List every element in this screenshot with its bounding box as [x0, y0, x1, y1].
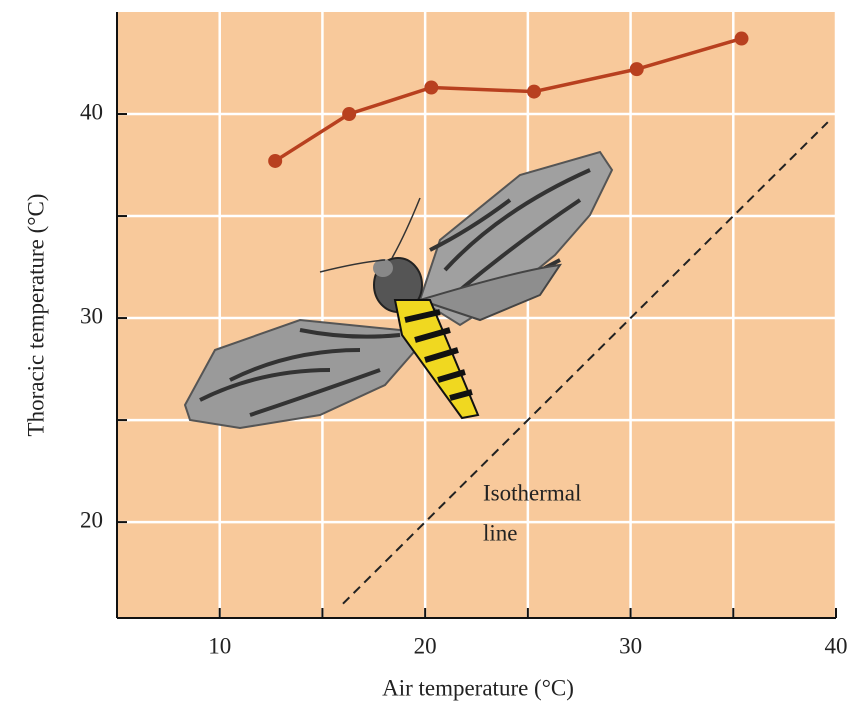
annotation: Isothermal — [483, 480, 581, 505]
annotation: line — [483, 520, 518, 545]
data-point — [734, 31, 749, 46]
data-point — [268, 153, 283, 168]
x-tick-label: 10 — [208, 633, 231, 658]
data-point — [342, 107, 357, 122]
y-tick-label: 30 — [80, 303, 103, 328]
data-point — [527, 84, 542, 99]
x-tick-label: 20 — [414, 633, 437, 658]
y-axis-title: Thoracic temperature (°C) — [23, 194, 48, 437]
moth-illustration — [183, 150, 614, 430]
x-tick-label: 30 — [619, 633, 642, 658]
data-point — [424, 80, 439, 95]
x-axis-title: Air temperature (°C) — [382, 675, 574, 700]
x-tick-label: 40 — [825, 633, 848, 658]
isothermal-line — [342, 121, 829, 605]
data-point — [629, 62, 644, 77]
y-tick-label: 40 — [80, 99, 103, 124]
data-line — [274, 36, 742, 163]
y-tick-label: 20 — [80, 507, 103, 532]
